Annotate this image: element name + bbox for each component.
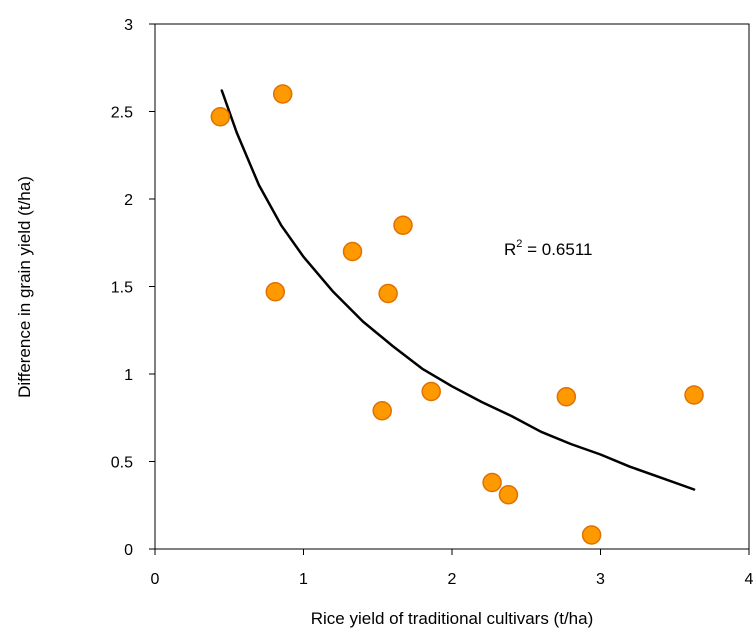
y-tick-label: 2.5 [111, 105, 133, 122]
data-point [482, 472, 502, 493]
data-point [556, 387, 577, 407]
x-tick-label: 3 [596, 571, 605, 588]
y-tick-label: 0 [124, 542, 133, 559]
trendline [220, 89, 696, 491]
data-point [421, 381, 441, 402]
x-tick-label: 2 [448, 571, 457, 588]
plot-area-frame [154, 23, 750, 550]
x-tick-label: 4 [745, 571, 754, 588]
r-squared-value: = 0.6511 [522, 240, 592, 259]
y-axis-title: Difference in grain yield (t/ha) [15, 176, 34, 398]
y-tick-label: 0.5 [111, 455, 133, 472]
x-tick-label: 0 [151, 571, 160, 588]
data-point [581, 525, 602, 545]
data-points [210, 84, 704, 545]
y-tick-label: 2 [124, 192, 133, 209]
data-point [498, 485, 519, 505]
data-point [393, 215, 413, 235]
y-tick-label: 1 [124, 367, 133, 384]
y-tick-label: 1.5 [111, 280, 133, 297]
axis-ticks: 0 1 2 3 4 0 0.5 1 1.5 2 2.5 3 [111, 17, 754, 588]
data-point [684, 385, 704, 405]
x-tick-label: 1 [299, 571, 308, 588]
y-tick-label: 3 [124, 17, 133, 34]
data-point [378, 283, 398, 304]
data-point [372, 401, 392, 421]
r-squared-superscript: 2 [516, 238, 522, 250]
data-point [272, 84, 293, 104]
r-squared-annotation: R2 = 0.6511 [504, 238, 593, 259]
r-squared-base: R [504, 240, 516, 259]
trendline-layer [220, 89, 696, 491]
x-axis-title: Rice yield of traditional cultivars (t/h… [311, 609, 594, 628]
data-point [210, 107, 231, 127]
data-point [265, 282, 286, 302]
data-point [342, 241, 363, 262]
